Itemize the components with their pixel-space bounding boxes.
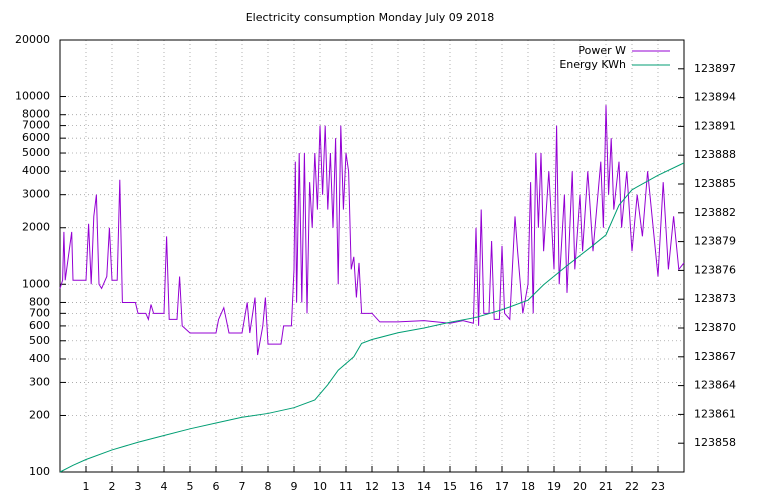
- y-tick-label: 7000: [22, 119, 50, 132]
- x-tick-label: 13: [391, 480, 405, 493]
- y-tick-label: 600: [29, 319, 50, 332]
- x-tick-label: 8: [265, 480, 272, 493]
- x-tick-label: 23: [651, 480, 665, 493]
- x-tick-label: 18: [521, 480, 535, 493]
- x-tick-label: 5: [187, 480, 194, 493]
- x-tick-label: 11: [339, 480, 353, 493]
- x-tick-label: 2: [109, 480, 116, 493]
- x-tick-label: 22: [625, 480, 639, 493]
- x-tick-label: 6: [213, 480, 220, 493]
- y-tick-label: 400: [29, 352, 50, 365]
- series-line: [59, 162, 685, 473]
- y2-tick-label: 123882: [694, 206, 736, 219]
- y2-tick-label: 123894: [694, 91, 736, 104]
- x-tick-label: 4: [161, 480, 168, 493]
- x-tick-label: 20: [573, 480, 587, 493]
- plot-frame: [59, 39, 685, 473]
- x-tick-label: 19: [547, 480, 561, 493]
- x-tick-label: 7: [239, 480, 246, 493]
- y2-tick-label: 123888: [694, 148, 736, 161]
- y2-tick-label: 123891: [694, 119, 736, 132]
- chart-title: Electricity consumption Monday July 09 2…: [246, 11, 495, 24]
- y2-tick-label: 123879: [694, 235, 736, 248]
- y2-tick-label: 123885: [694, 177, 736, 190]
- y2-tick-label: 123876: [694, 263, 736, 276]
- y2-tick-label: 123873: [694, 292, 736, 305]
- y2-tick-label: 123870: [694, 321, 736, 334]
- y-tick-label: 800: [29, 295, 50, 308]
- y2-tick-label: 123861: [694, 407, 736, 420]
- x-tick-label: 16: [469, 480, 483, 493]
- x-tick-label: 1: [83, 480, 90, 493]
- x-tick-label: 10: [313, 480, 327, 493]
- y-tick-label: 500: [29, 334, 50, 347]
- y-tick-label: 8000: [22, 108, 50, 121]
- y-tick-label: 2000: [22, 221, 50, 234]
- legend-label: Energy KWh: [559, 58, 626, 71]
- y-tick-label: 20000: [15, 33, 50, 46]
- y-tick-label: 100: [29, 465, 50, 478]
- y-tick-label: 1000: [22, 277, 50, 290]
- y-tick-label: 10000: [15, 90, 50, 103]
- x-tick-label: 15: [443, 480, 457, 493]
- y-tick-label: 4000: [22, 164, 50, 177]
- x-tick-label: 9: [291, 480, 298, 493]
- x-tick-label: 3: [135, 480, 142, 493]
- y-tick-label: 5000: [22, 146, 50, 159]
- y2-tick-label: 123864: [694, 379, 736, 392]
- y-tick-label: 300: [29, 375, 50, 388]
- y-tick-label: 200: [29, 408, 50, 421]
- series-line: [59, 105, 685, 356]
- y-tick-label: 3000: [22, 188, 50, 201]
- y2-tick-label: 123867: [694, 350, 736, 363]
- x-tick-label: 12: [365, 480, 379, 493]
- legend-label: Power W: [578, 44, 626, 57]
- y-tick-label: 700: [29, 306, 50, 319]
- x-tick-label: 17: [495, 480, 509, 493]
- x-tick-label: 14: [417, 480, 431, 493]
- y2-tick-label: 123858: [694, 436, 736, 449]
- y-tick-label: 6000: [22, 131, 50, 144]
- y2-tick-label: 123897: [694, 62, 736, 75]
- x-tick-label: 21: [599, 480, 613, 493]
